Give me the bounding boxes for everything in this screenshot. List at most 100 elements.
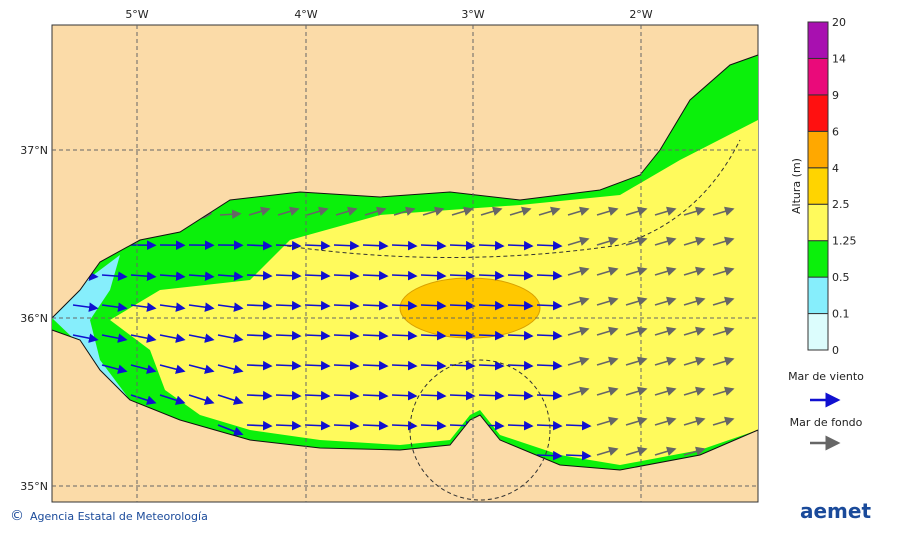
wave-arrow	[683, 386, 706, 396]
wave-arrow	[567, 236, 590, 246]
lon-labels: 5°W 4°W 3°W 2°W	[125, 8, 652, 21]
wave-arrow	[217, 424, 244, 436]
lat-label: 36°N	[20, 312, 48, 325]
wave-arrow	[536, 270, 563, 281]
colorbar-box	[807, 21, 829, 59]
wave-arrow	[712, 356, 735, 366]
wave-arrow	[420, 390, 447, 401]
colorbar-box	[807, 276, 829, 315]
colorbar-box	[807, 203, 829, 242]
wave-arrow	[391, 360, 418, 371]
agency: Agencia Estatal de Meteorología	[30, 510, 208, 523]
wave-arrow	[72, 302, 99, 312]
lon-label: 3°W	[461, 8, 484, 21]
wave-arrow	[188, 333, 215, 343]
wave-arrow	[683, 266, 706, 276]
wave-arrow	[391, 300, 418, 311]
wave-arrow	[654, 266, 677, 276]
wave-arrow	[654, 446, 677, 456]
wave-arrow	[246, 240, 273, 251]
legend-swell: Mar de fondo	[790, 416, 863, 429]
wave-arrow	[712, 386, 735, 396]
wave-arrow	[683, 236, 706, 246]
wave-arrow	[596, 236, 619, 246]
wave-arrow	[507, 240, 534, 251]
wave-arrow	[507, 420, 534, 431]
wave-arrow	[304, 360, 331, 371]
wave-arrow	[538, 206, 561, 216]
wave-arrow	[391, 420, 418, 431]
wave-arrow	[72, 333, 99, 343]
lat-label: 35°N	[20, 480, 48, 493]
wave-arrow	[246, 360, 273, 371]
legend-wind: Mar de viento	[788, 370, 864, 383]
wave-arrow	[509, 206, 532, 216]
wave-arrow	[362, 300, 389, 311]
wave-arrow	[683, 296, 706, 306]
wave-arrow	[478, 330, 505, 341]
wave-arrow	[246, 330, 273, 341]
wave-arrow	[507, 360, 534, 371]
wave-arrow	[625, 236, 648, 246]
wave-arrow	[130, 333, 157, 343]
wave-arrow	[248, 206, 271, 216]
wave-arrow	[449, 390, 476, 401]
wave-arrow	[130, 271, 157, 281]
wave-arrow	[567, 356, 590, 366]
wave-arrow	[246, 420, 273, 431]
colorbar-box	[807, 313, 829, 351]
wave-arrow	[480, 206, 503, 216]
wave-arrow	[333, 330, 360, 341]
colorbar-box	[807, 130, 829, 169]
colorbar-label: 6	[832, 125, 839, 138]
colorbar-label: 2.5	[832, 198, 850, 211]
colorbar-label: 1.25	[832, 235, 857, 248]
wave-arrow	[451, 206, 474, 216]
colorbar-box	[807, 167, 829, 205]
wave-arrow	[304, 270, 331, 281]
wave-arrow	[275, 390, 302, 401]
lat-labels: 37°N 36°N 35°N	[20, 144, 48, 493]
lon-label: 4°W	[294, 8, 317, 21]
lon-label: 2°W	[629, 8, 652, 21]
wave-arrow	[333, 300, 360, 311]
wave-arrow	[333, 240, 360, 251]
wave-arrow	[536, 450, 563, 461]
wave-arrow	[101, 302, 128, 312]
wave-arrow	[159, 364, 186, 374]
wave-arrow	[420, 420, 447, 431]
colorbar-box	[807, 240, 829, 278]
wave-arrow	[275, 420, 302, 431]
wave-arrow	[420, 270, 447, 281]
wave-arrow	[567, 206, 590, 216]
wave-arrow	[159, 333, 186, 343]
copyright: ©	[10, 508, 24, 524]
wave-arrow	[654, 356, 677, 366]
wave-arrow	[304, 240, 331, 251]
wave-arrow	[625, 356, 648, 366]
wave-arrow	[654, 386, 677, 396]
wave-arrow	[101, 333, 128, 343]
wave-arrow	[391, 330, 418, 341]
map	[51, 24, 759, 503]
wave-arrow	[712, 416, 735, 426]
colorbar: 0 0.1 0.5 1.25 2.5 4 6 9 14 20	[807, 16, 857, 357]
wave-arrow	[188, 394, 215, 405]
wave-arrow	[712, 236, 735, 246]
wave-arrow	[304, 420, 331, 431]
wave-arrow	[333, 360, 360, 371]
wave-arrow	[333, 420, 360, 431]
wave-arrow	[219, 209, 242, 220]
wave-arrow	[391, 270, 418, 281]
wave-arrow	[565, 450, 592, 461]
wave-arrow	[391, 390, 418, 401]
wave-arrow	[277, 206, 300, 216]
wave-arrow	[362, 270, 389, 281]
wave-arrow	[625, 326, 648, 336]
wave-arrow	[130, 394, 157, 405]
wave-arrow	[654, 326, 677, 336]
wave-arrow	[536, 240, 563, 251]
wave-arrow	[712, 326, 735, 336]
wave-arrow	[536, 360, 563, 371]
wave-arrow	[159, 302, 186, 312]
